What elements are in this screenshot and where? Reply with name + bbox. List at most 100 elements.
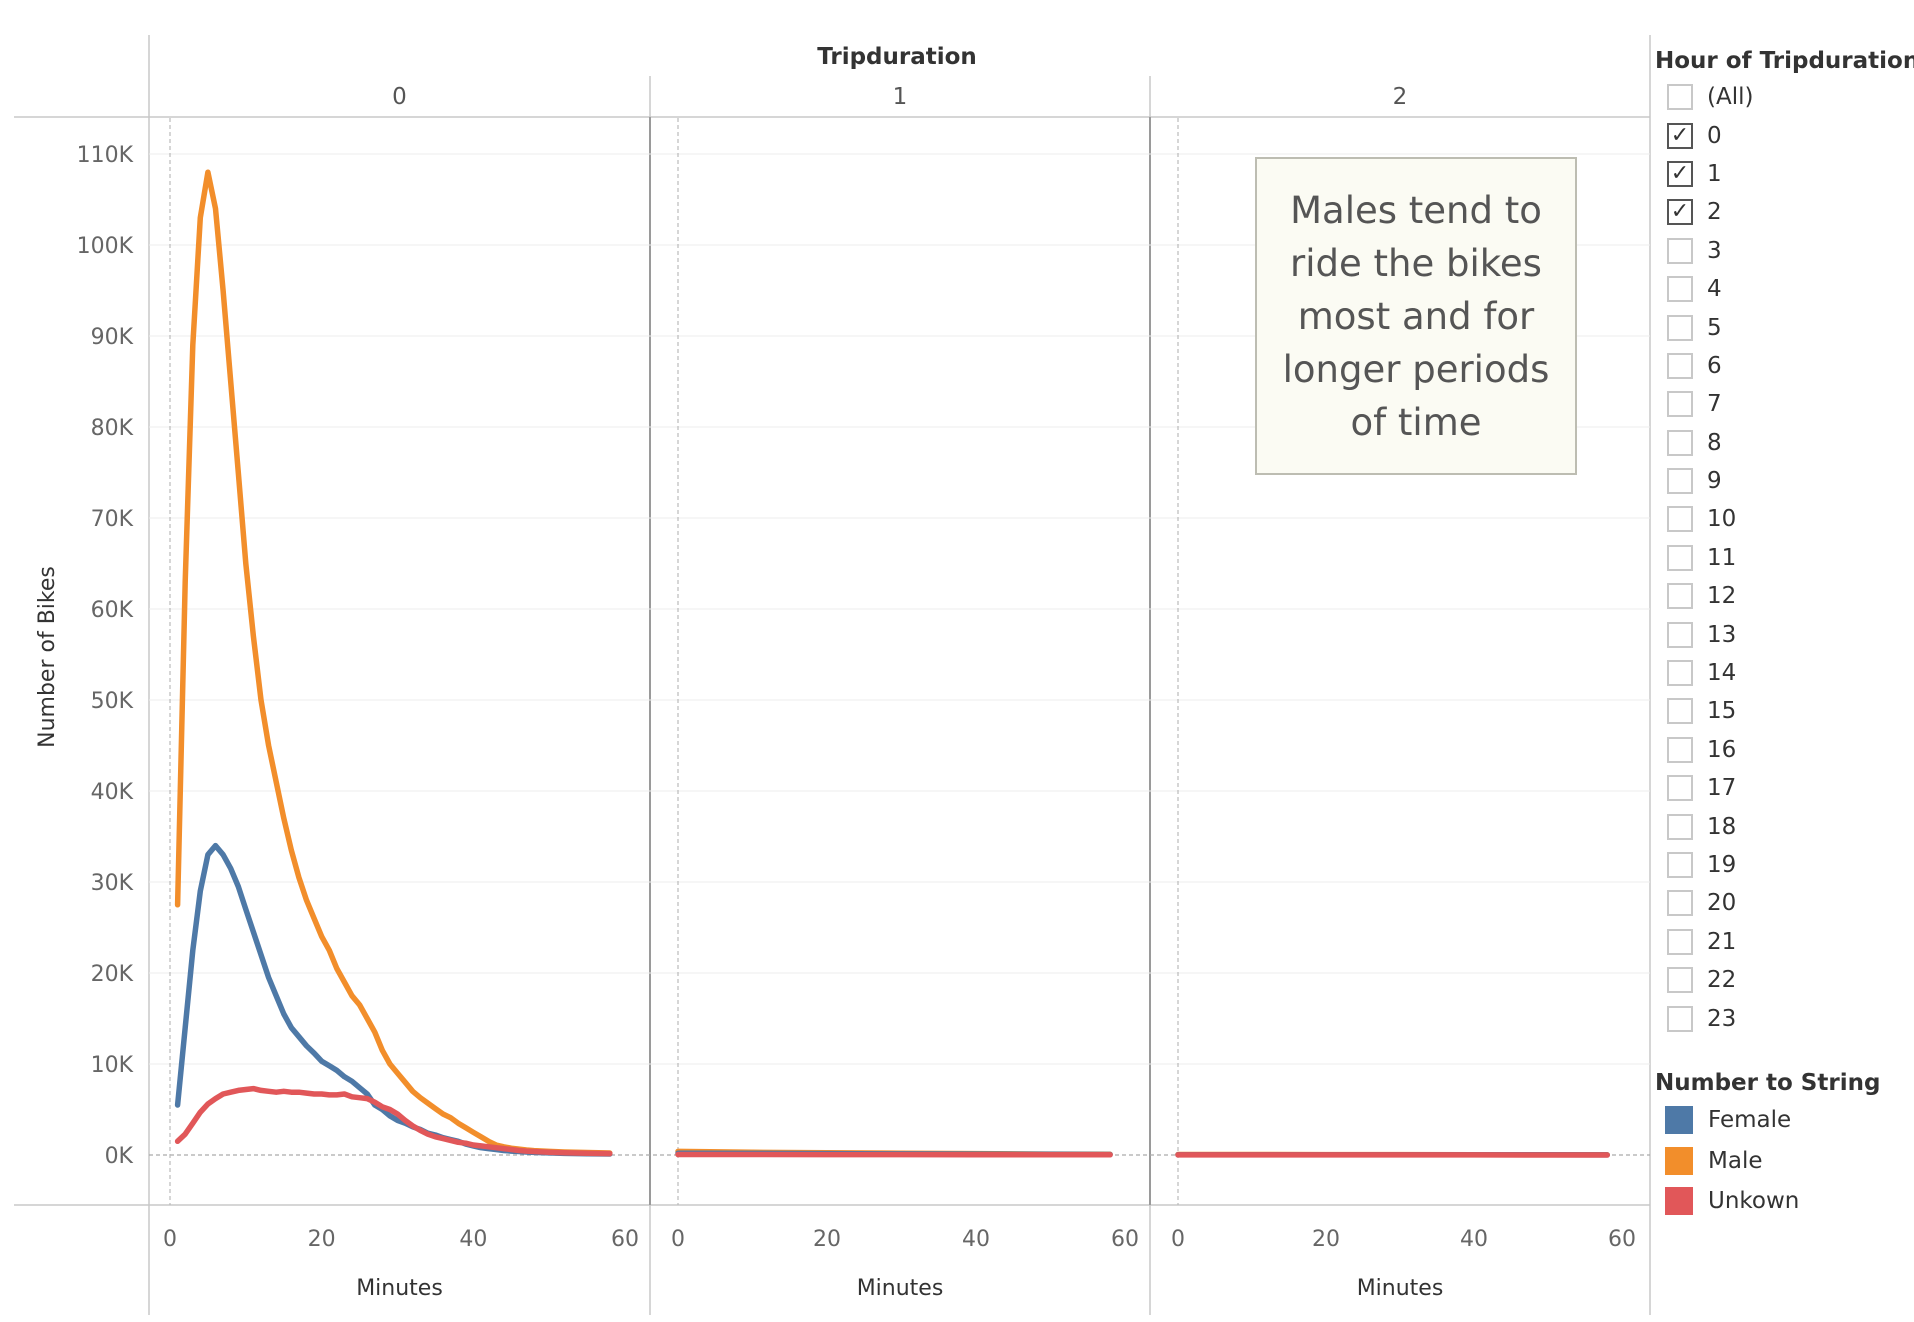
filter-checkbox[interactable]: ✓ <box>1667 160 1693 187</box>
hour-filter-panel: Hour of Tripduration (All) ✓ 0 ✓ 1 ✓ 2 3 4 5 6 7 8 9 1… <box>1655 44 1914 1038</box>
filter-checkbox[interactable] <box>1667 813 1693 840</box>
filter-item-label: 17 <box>1707 775 1737 802</box>
x-axes: 0 20 40 60 Minutes 0 20 40 60 Minutes 0 20 40 60 Minut… <box>163 1227 1636 1301</box>
filter-item-label: 9 <box>1707 468 1722 495</box>
filter-item[interactable]: 8 <box>1655 424 1905 462</box>
filter-item[interactable]: 3 <box>1655 232 1905 270</box>
legend-item[interactable]: Male <box>1655 1141 1905 1182</box>
filter-item-label: 5 <box>1707 314 1722 341</box>
filter-item-label: 15 <box>1707 698 1737 725</box>
filter-item[interactable]: 10 <box>1655 500 1905 538</box>
filter-checkbox[interactable] <box>1667 506 1693 533</box>
filter-item[interactable]: 13 <box>1655 615 1905 653</box>
filter-item[interactable]: ✓ 2 <box>1655 193 1905 231</box>
filter-item-label: 6 <box>1707 352 1722 379</box>
filter-item[interactable]: 9 <box>1655 462 1905 500</box>
filter-checkbox[interactable] <box>1667 314 1693 341</box>
legend-item[interactable]: Female <box>1655 1100 1905 1141</box>
y-axis-title: Number of Bikes <box>35 566 60 748</box>
filter-item[interactable]: 16 <box>1655 731 1905 769</box>
filter-checkbox[interactable]: ✓ <box>1667 199 1693 226</box>
filter-checkbox[interactable] <box>1667 967 1693 994</box>
filter-item[interactable]: 20 <box>1655 884 1905 922</box>
filter-item-label: 18 <box>1707 813 1737 840</box>
x-tick-label: 60 <box>1608 1227 1636 1252</box>
annotation-box: Males tend to ride the bikes most and fo… <box>1255 157 1577 475</box>
filter-checkbox[interactable] <box>1667 544 1693 571</box>
y-axis: 0K 10K 20K 30K 40K 50K 60K 70K 80K 90K 100K 110K <box>77 143 134 1169</box>
x-tick-label: 20 <box>308 1227 336 1252</box>
filter-item[interactable]: 7 <box>1655 385 1905 423</box>
x-tick-label: 40 <box>962 1227 990 1252</box>
filter-item-label: 13 <box>1707 621 1737 648</box>
filter-item-label: 19 <box>1707 852 1737 878</box>
x-tick-label: 20 <box>1312 1227 1340 1252</box>
filter-item-label: 23 <box>1707 1005 1737 1032</box>
filter-item[interactable]: 23 <box>1655 999 1905 1037</box>
legend-list: Female Male Unkown <box>1655 1100 1905 1222</box>
panel-header-label: 0 <box>392 84 407 110</box>
filter-item[interactable]: 21 <box>1655 923 1905 961</box>
filter-item[interactable]: 19 <box>1655 846 1905 884</box>
legend-item-label: Female <box>1708 1107 1792 1134</box>
filter-checkbox[interactable] <box>1667 276 1693 303</box>
filter-item[interactable]: 11 <box>1655 539 1905 577</box>
series-line-female <box>174 842 613 1157</box>
filter-list: (All) ✓ 0 ✓ 1 ✓ 2 3 4 5 6 7 8 9 10 11 12 13 14 15 16 17 18 19 20… <box>1655 78 1905 1038</box>
y-tick-label: 20K <box>91 962 134 987</box>
filter-checkbox[interactable] <box>1667 352 1693 379</box>
column-header-title: Tripduration <box>817 44 977 70</box>
filter-checkbox[interactable] <box>1667 621 1693 648</box>
chart-frame <box>14 35 1651 1315</box>
y-tick-label: 110K <box>77 143 134 168</box>
filter-item-label: 12 <box>1707 583 1737 610</box>
legend-swatch <box>1665 1187 1693 1216</box>
filter-item[interactable]: 22 <box>1655 961 1905 999</box>
filter-checkbox[interactable] <box>1667 928 1693 955</box>
filter-item-label: 3 <box>1707 237 1722 264</box>
filter-checkbox[interactable] <box>1667 660 1693 687</box>
filter-checkbox[interactable] <box>1667 890 1693 917</box>
series-line-male <box>174 169 613 1156</box>
x-tick-label: 40 <box>459 1227 487 1252</box>
y-tick-label: 10K <box>91 1053 134 1078</box>
filter-item-label: 2 <box>1707 199 1722 226</box>
legend-item[interactable]: Unkown <box>1655 1181 1905 1222</box>
legend-item-label: Male <box>1708 1147 1763 1174</box>
filter-checkbox[interactable] <box>1667 84 1693 111</box>
filter-checkbox[interactable] <box>1667 237 1693 264</box>
filter-item[interactable]: ✓ 0 <box>1655 116 1905 154</box>
filter-item[interactable]: 6 <box>1655 347 1905 385</box>
filter-item[interactable]: 18 <box>1655 807 1905 845</box>
series-line-unkown <box>174 1085 613 1157</box>
x-tick-label: 0 <box>671 1227 685 1252</box>
filter-item[interactable]: 17 <box>1655 769 1905 807</box>
filter-item[interactable]: 4 <box>1655 270 1905 308</box>
filter-checkbox[interactable] <box>1667 429 1693 456</box>
legend-title: Number to String <box>1655 1070 1881 1096</box>
filter-item[interactable]: 15 <box>1655 692 1905 730</box>
filter-checkbox[interactable] <box>1667 852 1693 878</box>
filter-checkbox[interactable] <box>1667 391 1693 418</box>
x-tick-label: 60 <box>1111 1227 1139 1252</box>
y-tick-label: 80K <box>91 416 134 441</box>
filter-item[interactable]: ✓ 1 <box>1655 155 1905 193</box>
filter-checkbox[interactable] <box>1667 736 1693 763</box>
filter-checkbox[interactable] <box>1667 698 1693 725</box>
filter-item-label: 14 <box>1707 660 1737 687</box>
checkmark-icon: ✓ <box>1670 199 1690 225</box>
filter-checkbox[interactable] <box>1667 468 1693 495</box>
x-axis-title: Minutes <box>857 1276 944 1301</box>
filter-checkbox[interactable] <box>1667 775 1693 802</box>
filter-checkbox[interactable]: ✓ <box>1667 122 1693 149</box>
filter-checkbox[interactable] <box>1667 583 1693 610</box>
legend-swatch <box>1665 1106 1693 1135</box>
gridlines <box>149 118 1650 1205</box>
filter-item[interactable]: (All) <box>1655 78 1905 116</box>
filter-item-label: 11 <box>1707 544 1737 571</box>
filter-item[interactable]: 14 <box>1655 654 1905 692</box>
filter-checkbox[interactable] <box>1667 1005 1693 1032</box>
filter-item[interactable]: 5 <box>1655 308 1905 346</box>
filter-item-label: 20 <box>1707 890 1737 917</box>
filter-item[interactable]: 12 <box>1655 577 1905 615</box>
